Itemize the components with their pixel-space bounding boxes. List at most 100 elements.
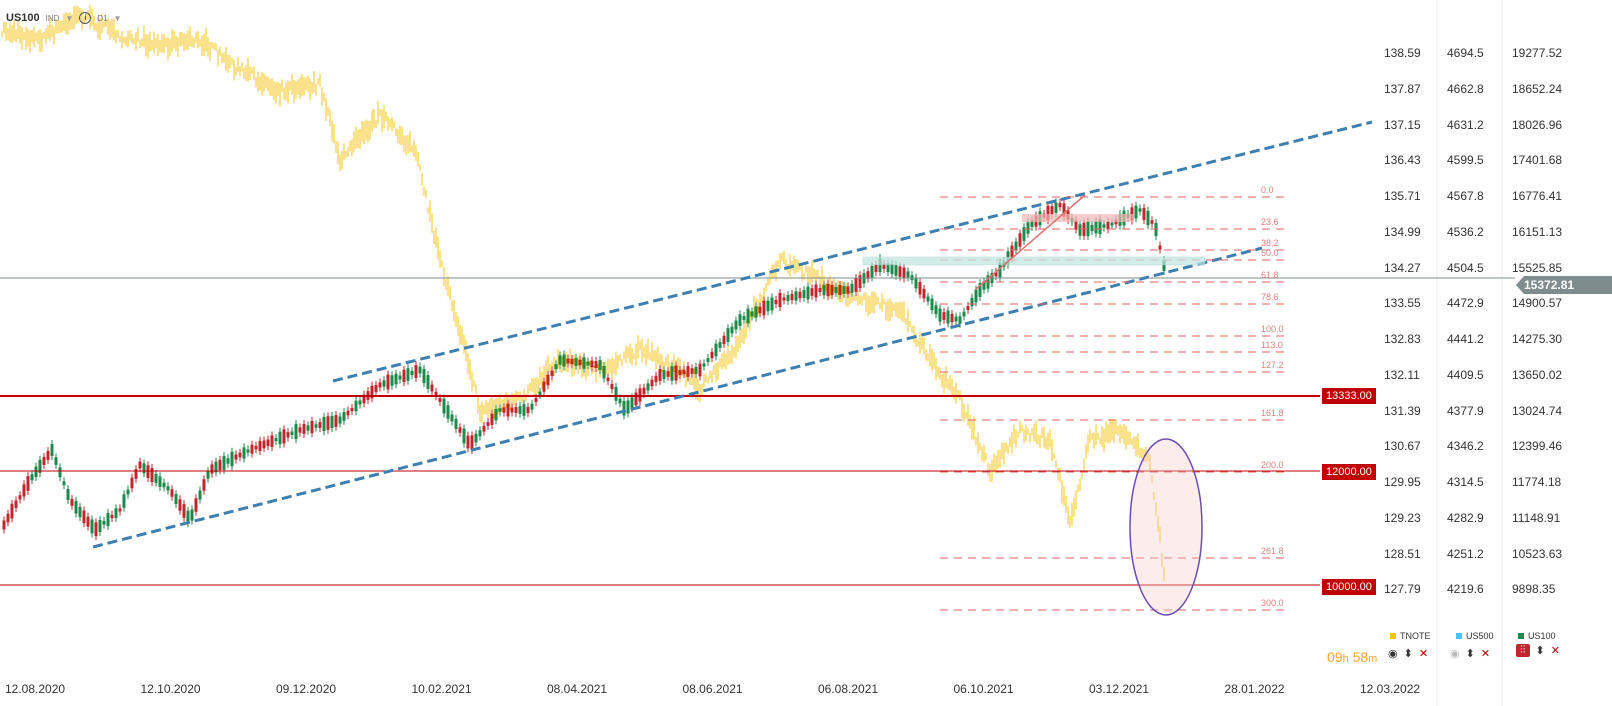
- us100-candle: [114, 508, 118, 519]
- us100-candle: [150, 468, 154, 482]
- x-axis-tick: 03.12.2021: [1089, 682, 1150, 696]
- axis-tick-us100: 17401.68: [1512, 153, 1563, 168]
- close-icon[interactable]: ✕: [1418, 648, 1429, 660]
- us100-candle: [870, 265, 874, 278]
- axis-tick-us500: 4441.2: [1447, 332, 1484, 346]
- us100-candle: [166, 486, 170, 491]
- us100-candle: [866, 271, 870, 279]
- candle-type-icon[interactable]: ⫶⫶: [1516, 644, 1530, 657]
- us100-candle: [18, 495, 22, 500]
- level-badge-12000[interactable]: 12000.00: [1322, 464, 1376, 480]
- sort-icon[interactable]: ⬍: [1465, 648, 1475, 660]
- legend-us500[interactable]: US500: [1456, 631, 1494, 641]
- symbol-label[interactable]: US100: [6, 12, 40, 24]
- us100-candle: [246, 449, 250, 453]
- axis-tick-tnote: 132.11: [1384, 367, 1420, 382]
- x-axis-tick: 09.12.2020: [276, 682, 337, 696]
- axis-tick-tnote: 129.23: [1384, 510, 1421, 525]
- us100-candle: [326, 416, 330, 430]
- us100-candle: [570, 358, 574, 365]
- fib-label: 78.6: [1261, 292, 1279, 302]
- us100-candle: [898, 266, 902, 277]
- us100-candle: [734, 320, 738, 330]
- fib-label: 0.0: [1261, 185, 1274, 195]
- axis-tick-us500: 4219.6: [1447, 582, 1484, 597]
- fib-label: 161.8: [1261, 408, 1284, 418]
- us100-candle: [1018, 233, 1022, 247]
- us100-candle: [590, 360, 594, 368]
- us100-candle: [1142, 207, 1146, 221]
- axis-tick-us500: 4409.5: [1447, 367, 1484, 382]
- us100-candle: [722, 335, 726, 345]
- level-badge-13333[interactable]: 13333.00: [1322, 388, 1376, 404]
- info-icon[interactable]: i: [79, 12, 92, 24]
- us100-candle: [94, 522, 98, 537]
- us100-candle: [942, 312, 946, 320]
- us100-candle: [450, 414, 454, 422]
- us100-candle: [738, 314, 742, 326]
- close-icon[interactable]: ✕: [1550, 645, 1560, 657]
- us100-candle: [582, 357, 586, 369]
- axis-tick-tnote: 133.55: [1384, 296, 1421, 311]
- eye-icon[interactable]: ◉: [1388, 648, 1398, 660]
- axis-tick-tnote: 138.59: [1384, 46, 1421, 60]
- us100-candle: [266, 439, 270, 447]
- market-label: IND: [45, 13, 60, 23]
- us100-candle: [38, 459, 42, 473]
- us100-candle: [58, 467, 62, 478]
- us100-candle: [698, 363, 702, 377]
- us100-candle: [754, 306, 758, 318]
- us100-candle: [146, 465, 150, 479]
- us100-controls: ⫶⫶ ⬍ ✕: [1516, 644, 1560, 657]
- axis-tick-us500: 4504.5: [1447, 260, 1484, 275]
- us100-candle: [806, 286, 810, 300]
- us100-candle: [558, 355, 562, 365]
- fib-label: 50.0: [1261, 248, 1279, 258]
- timeframe-label[interactable]: D1: [97, 13, 108, 23]
- us100-candle: [1050, 206, 1054, 215]
- fib-label: 300.0: [1261, 598, 1284, 608]
- us100-candle: [234, 454, 238, 460]
- us100-candle: [138, 461, 142, 469]
- us100-candle: [1090, 224, 1094, 232]
- axis-tick-tnote: 135.71: [1384, 189, 1421, 203]
- us100-candle: [726, 328, 730, 342]
- eye-icon[interactable]: ◉: [1450, 648, 1460, 660]
- us100-candle: [470, 435, 474, 450]
- close-icon[interactable]: ✕: [1480, 648, 1491, 660]
- us100-candle: [50, 444, 54, 456]
- fib-label: 23.6: [1261, 217, 1279, 227]
- us100-candle: [218, 459, 222, 471]
- level-badge-10000[interactable]: 10000.00: [1322, 579, 1376, 595]
- us100-candle: [446, 405, 450, 419]
- us100-candle: [226, 458, 230, 464]
- chevron-down-icon[interactable]: ▼: [65, 13, 74, 23]
- us100-candle: [306, 425, 310, 431]
- us100-candle: [958, 316, 962, 324]
- legend-tnote[interactable]: TNOTE: [1390, 631, 1431, 641]
- us100-candle: [1014, 241, 1018, 251]
- timeframe-chevron-down-icon[interactable]: ▼: [113, 13, 122, 23]
- us100-candle: [30, 474, 34, 481]
- legend-us100[interactable]: US100: [1518, 631, 1556, 641]
- chart-toolbar: US100 IND ▼ i D1 ▼: [6, 12, 122, 24]
- us100-candle: [498, 408, 502, 412]
- us100-candle: [506, 403, 510, 417]
- us100-candle: [494, 408, 498, 421]
- us100-candle: [782, 297, 786, 301]
- us100-candle: [322, 416, 326, 432]
- us100-candle: [770, 297, 774, 311]
- us100-candle: [578, 359, 582, 366]
- us100-candle: [242, 447, 246, 459]
- us100-candle: [362, 394, 366, 404]
- us100-candle: [1022, 227, 1026, 241]
- us100-candle: [134, 469, 138, 479]
- axis-tick-tnote: 131.39: [1384, 403, 1421, 418]
- us100-candle: [758, 306, 762, 314]
- sort-icon[interactable]: ⬍: [1535, 645, 1545, 657]
- us100-candle: [1150, 220, 1154, 224]
- us100-candle: [490, 413, 494, 425]
- sort-icon[interactable]: ⬍: [1403, 648, 1413, 660]
- us100-candle: [414, 365, 418, 378]
